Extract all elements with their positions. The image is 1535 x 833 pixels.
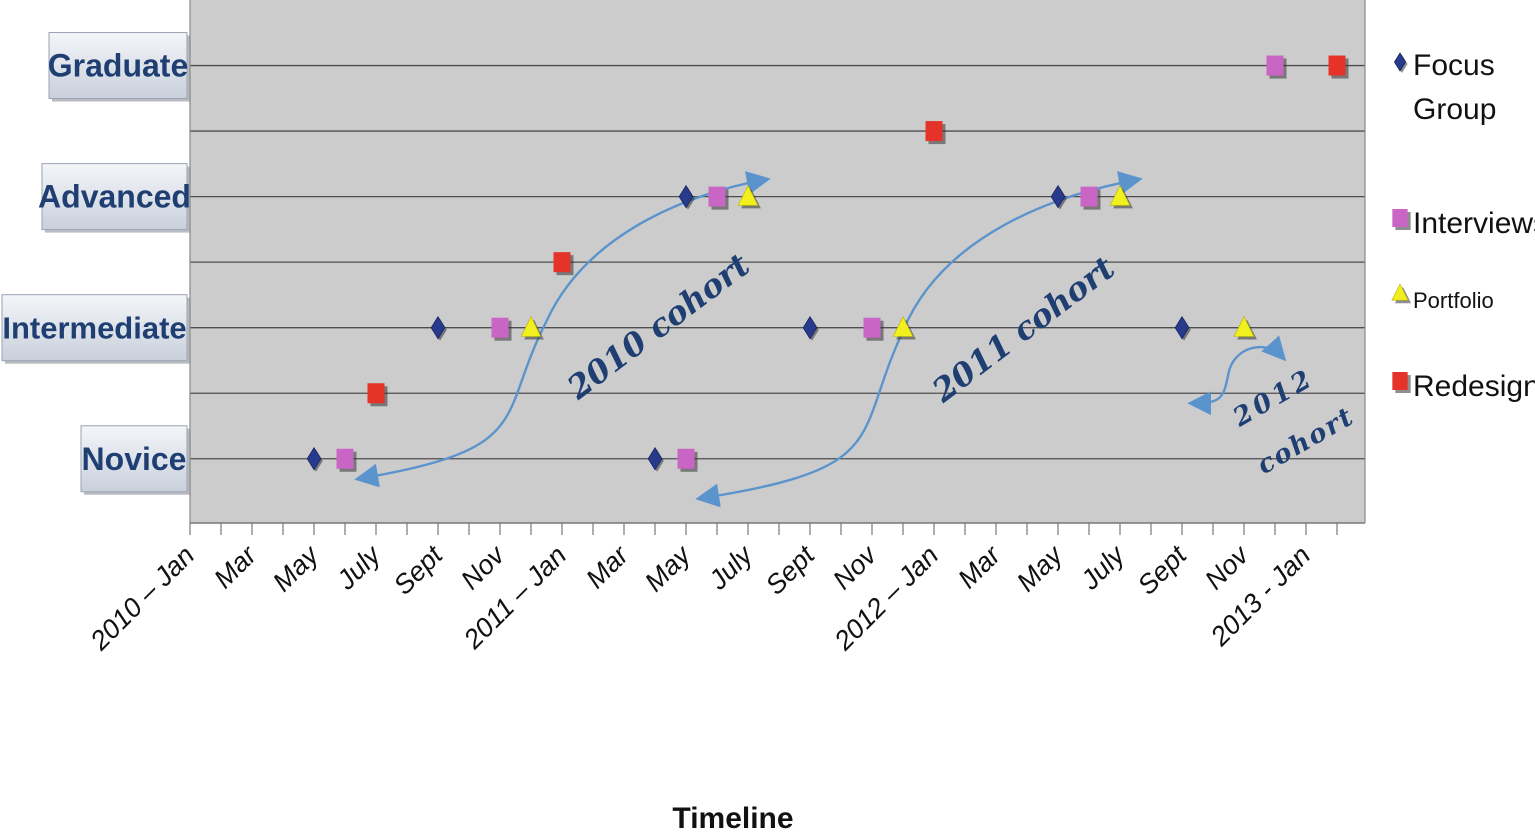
level-labels: Novice Intermediate Advanced Graduate [1,32,191,495]
legend-marker [1392,209,1411,230]
point-portfolio [1109,184,1133,209]
cohort-arrow [1187,335,1287,416]
legend-item-focus: Focus Group [1393,49,1496,126]
legend-marker [1391,283,1412,304]
plot-area [190,0,1365,523]
legend-label-line2: Group [1413,93,1496,126]
point-interviews [708,186,729,210]
level-label-text: Novice [82,441,187,477]
level-label-advanced: Advanced [38,163,191,233]
x-tick-label: July [330,539,387,596]
point-redesign [553,252,574,276]
level-label-text: Graduate [48,48,188,84]
point-interviews [1080,186,1101,210]
point-portfolio [1233,316,1257,340]
point-portfolio [520,316,544,340]
point-focus-group [1174,315,1191,341]
x-tick-label: May [267,539,325,597]
x-tick-label: Nov [1199,539,1255,595]
level-label-intermediate: Intermediate [1,294,190,364]
point-interviews [677,448,698,472]
data-points [306,55,1349,472]
x-tick-label: 2010 – Jan [84,540,200,656]
legend-marker [1393,52,1408,73]
x-tick-label: Sept [1132,539,1194,601]
legend: Focus Group Interviews Portfolio Redesign [1391,49,1535,403]
point-redesign [367,383,388,407]
point-portfolio [892,316,916,340]
x-tick-label: July [702,539,759,596]
x-tick-label: May [1011,539,1069,597]
legend-item-interviews: Interviews [1392,207,1535,240]
point-focus-group [678,184,695,210]
x-tick-label: Mar [580,539,635,594]
level-label-graduate: Graduate [48,32,190,102]
point-interviews [336,448,357,472]
legend-label: Focus [1413,49,1495,82]
legend-label: Portfolio [1413,288,1494,313]
legend-marker [1392,372,1411,393]
level-label-text: Intermediate [2,311,186,346]
point-interviews [491,317,512,341]
level-label-box [1,294,188,362]
point-interviews [1266,55,1287,79]
legend-label: Redesign [1413,370,1535,403]
level-label-text: Advanced [38,179,191,215]
level-label-novice: Novice [80,425,190,495]
x-tick-label: Nov [827,539,883,595]
x-axis-title: Timeline [672,802,793,833]
point-redesign [925,121,946,145]
legend-item-portfolio: Portfolio [1391,283,1494,313]
legend-item-redesign: Redesign [1392,370,1535,403]
x-tick-label: Sept [388,539,450,601]
point-focus-group [1050,184,1067,210]
point-interviews [863,317,884,341]
level-label-box [80,425,188,493]
point-portfolio [737,184,761,209]
x-tick-label: Mar [208,539,263,594]
x-tick-label: July [1074,539,1131,596]
level-label-box [41,163,188,231]
x-tick-label: May [639,539,697,597]
legend-label: Interviews [1413,207,1535,240]
point-focus-group [802,315,819,341]
point-focus-group [647,447,664,472]
point-redesign [1328,55,1349,79]
point-focus-group [430,315,447,341]
x-tick-label: Sept [760,539,822,601]
level-label-box [48,32,188,100]
x-tick-label: Nov [455,539,511,595]
x-tick-label: Mar [952,539,1007,594]
point-focus-group [306,447,323,472]
